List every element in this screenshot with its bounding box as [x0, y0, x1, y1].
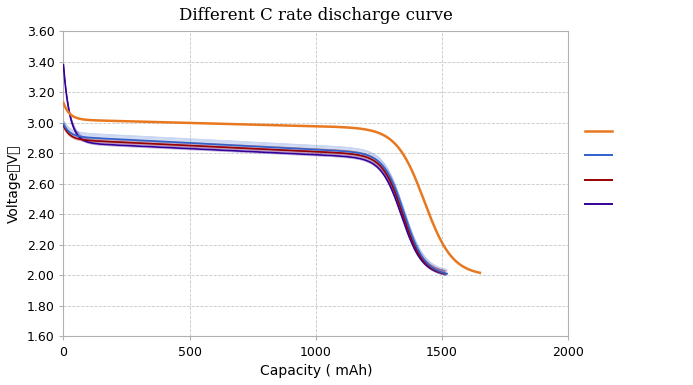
40C [98, 142, 107, 147]
40C [321, 153, 329, 157]
35C [59, 124, 67, 128]
Line: 35C: 35C [63, 126, 446, 274]
35C [214, 145, 222, 149]
35C [228, 145, 236, 150]
30C [443, 271, 451, 276]
40C [441, 271, 449, 276]
25C [59, 100, 67, 105]
Line: 25C: 25C [63, 103, 480, 273]
Line: 40C: 40C [63, 65, 445, 274]
40C [59, 62, 67, 67]
25C [392, 142, 400, 147]
X-axis label: Capacity ( mAh): Capacity ( mAh) [260, 364, 372, 378]
25C [228, 122, 236, 126]
35C [98, 139, 107, 144]
35C [322, 150, 330, 154]
40C [227, 148, 236, 153]
40C [363, 159, 371, 163]
30C [98, 136, 107, 141]
Y-axis label: Voltage（V）: Voltage（V） [7, 144, 21, 223]
Title: Different C rate discharge curve: Different C rate discharge curve [179, 7, 453, 24]
25C [243, 122, 251, 127]
25C [384, 136, 392, 140]
35C [365, 156, 373, 160]
25C [345, 125, 353, 130]
25C [476, 271, 484, 275]
30C [323, 148, 331, 152]
Line: 30C: 30C [63, 124, 447, 274]
35C [358, 153, 366, 158]
25C [102, 119, 110, 123]
30C [365, 154, 374, 158]
Legend: , , , : , , , [579, 121, 627, 216]
30C [214, 142, 222, 147]
30C [59, 122, 67, 127]
30C [358, 152, 367, 156]
40C [213, 147, 222, 152]
30C [228, 143, 236, 147]
40C [356, 156, 365, 161]
35C [441, 271, 450, 276]
